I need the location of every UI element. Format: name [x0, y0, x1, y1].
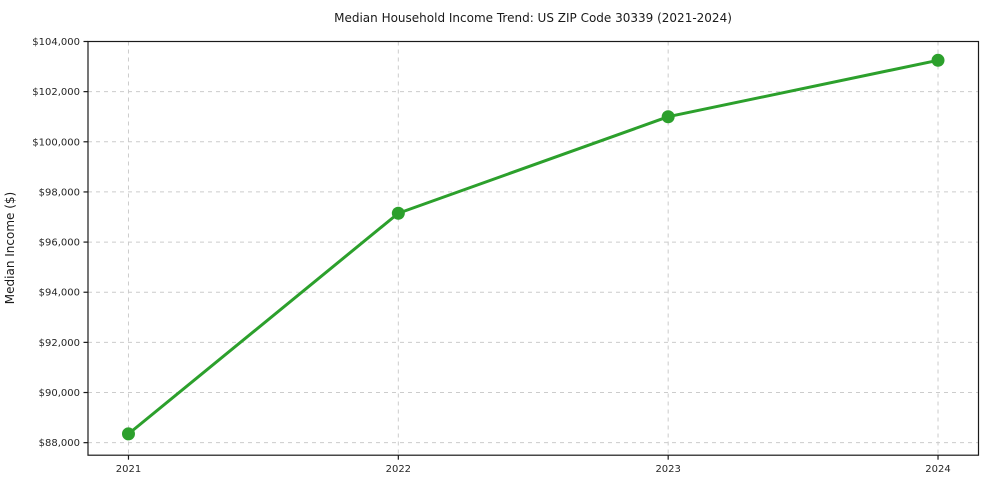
series-layer	[121, 53, 945, 441]
x-tick-label: 2023	[655, 464, 680, 475]
y-tick-label: $100,000	[32, 137, 80, 148]
y-tick-label: $88,000	[39, 438, 80, 449]
x-tick-label: 2024	[925, 464, 950, 475]
trend-line	[126, 58, 940, 436]
y-tick-label: $104,000	[32, 37, 80, 48]
data-point-marker	[661, 110, 675, 124]
data-point-marker	[121, 427, 135, 441]
y-tick-label: $94,000	[39, 288, 80, 299]
y-axis-label: Median Income ($)	[3, 192, 17, 304]
x-tick-label: 2022	[386, 464, 411, 475]
y-tick-label: $102,000	[32, 87, 80, 98]
grid-layer	[88, 41, 979, 456]
axes-layer: 2021 2022 2023 2024 $88,000 $90,000 $92,000 $94…	[32, 37, 980, 475]
chart-title: Median Household Income Trend: US ZIP Co…	[334, 11, 732, 25]
y-tick-label: $96,000	[39, 238, 80, 249]
plot-border	[87, 40, 980, 456]
data-point-marker	[391, 206, 405, 220]
y-tick-label: $92,000	[39, 338, 80, 349]
y-tick-label: $98,000	[39, 187, 80, 198]
y-tick-label: $90,000	[39, 388, 80, 399]
x-tick-label: 2021	[116, 464, 141, 475]
data-point-marker	[931, 53, 945, 67]
